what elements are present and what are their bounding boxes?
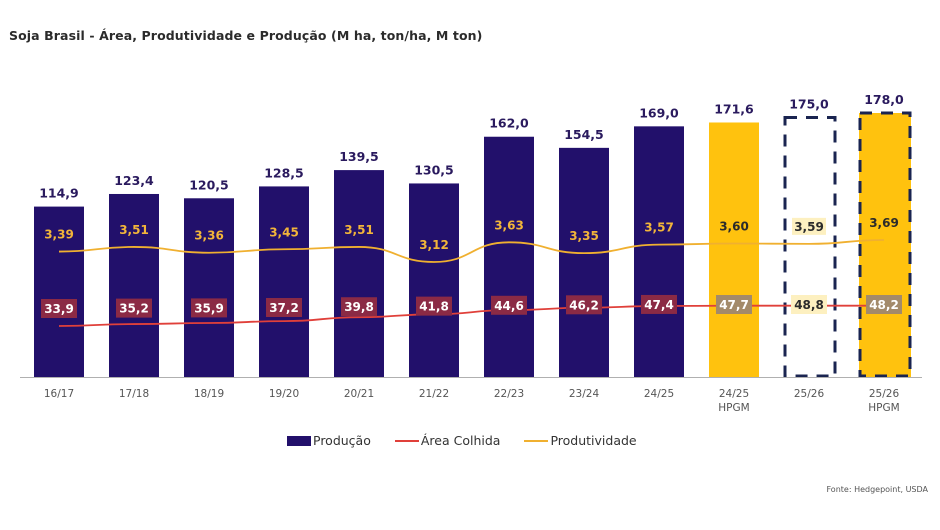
area-label-bg — [641, 294, 677, 314]
bar-producao-hpgm-border — [858, 111, 912, 378]
bar-producao — [184, 198, 234, 377]
legend-label-produtividade: Produtividade — [550, 433, 637, 448]
area-label-bg — [191, 298, 227, 318]
bar-producao — [34, 206, 84, 377]
x-tick-label: 20/21 — [344, 388, 374, 400]
legend-item-producao: Produção — [287, 433, 371, 448]
bar-producao — [409, 183, 459, 377]
area-label: 41,8 — [419, 300, 449, 314]
legend-item-produtividade: Produtividade — [524, 433, 637, 448]
area-label: 44,6 — [494, 299, 524, 313]
bar-value-label: 130,5 — [414, 162, 454, 177]
bar-producao-projection — [783, 115, 837, 378]
x-axis: 16/17 17/18 18/19 19/20 20/21 21/22 22/23 23/24… — [20, 377, 922, 414]
bar-value-label: 114,9 — [39, 186, 79, 201]
area-label-bg — [866, 295, 902, 314]
bar-value-label: 169,0 — [639, 105, 679, 120]
lines-layer — [58, 239, 885, 327]
area-label: 48,2 — [869, 298, 899, 312]
area-label-bg — [116, 298, 152, 318]
productivity-label: 3,63 — [494, 218, 524, 232]
area-label: 37,2 — [269, 301, 299, 315]
x-tick-label: 19/20 — [269, 388, 299, 400]
area-label-bg — [341, 297, 377, 317]
bar-producao — [334, 170, 384, 377]
bar-value-label: 175,0 — [789, 96, 829, 111]
bars-layer — [34, 111, 912, 378]
area-label: 48,8 — [794, 298, 824, 312]
bar-value-label: 162,0 — [489, 116, 529, 131]
x-tick-label: 16/17 — [44, 388, 74, 400]
x-tick-label: 18/19 — [194, 388, 224, 400]
bar-value-label: 120,5 — [189, 177, 229, 192]
bar-producao — [259, 186, 309, 377]
line-produtividade — [58, 239, 885, 263]
source-note: Fonte: Hedgepoint, USDA — [826, 485, 928, 494]
area-label-bg — [41, 299, 77, 318]
bar-producao — [484, 136, 534, 377]
bar-value-label: 128,5 — [264, 165, 304, 180]
productivity-label: 3,51 — [344, 223, 374, 237]
productivity-label: 3,39 — [44, 228, 74, 242]
area-label: 35,9 — [194, 301, 224, 315]
x-tick-label: 17/18 — [119, 388, 149, 400]
bar-producao — [109, 193, 159, 377]
area-label-bg — [716, 295, 752, 314]
area-label: 33,9 — [44, 302, 74, 316]
productivity-label: 3,69 — [869, 216, 899, 230]
bar-value-label: 154,5 — [564, 127, 604, 142]
legend-label-producao: Produção — [313, 433, 371, 448]
productivity-label-bg — [792, 217, 826, 235]
area-label: 35,2 — [119, 302, 149, 316]
bar-value-label: 178,0 — [864, 92, 904, 107]
productivity-label: 3,45 — [269, 225, 299, 239]
labels-layer: 114,9 123,4 120,5 128,5 139,5 130,5 162,0 154,5… — [39, 92, 904, 318]
bar-producao — [634, 126, 684, 377]
legend-item-area-colhida: Área Colhida — [394, 433, 501, 448]
x-tick-label: 25/26 — [869, 388, 900, 400]
x-tick-label: HPGM — [868, 402, 899, 414]
x-tick-label: 22/23 — [494, 388, 524, 400]
bar-value-label: 123,4 — [114, 173, 154, 188]
area-label-bg — [566, 295, 602, 315]
legend: Produção Área Colhida Produtividade — [287, 433, 661, 448]
legend-swatch-produtividade — [524, 439, 549, 442]
bar-producao — [559, 147, 609, 377]
area-label: 39,8 — [344, 300, 374, 314]
legend-swatch-area-colhida — [394, 439, 419, 442]
bar-value-label: 139,5 — [339, 149, 379, 164]
productivity-label: 3,12 — [419, 238, 449, 252]
area-label-bg — [791, 295, 827, 314]
area-label-bg — [416, 296, 452, 316]
x-tick-label: 23/24 — [569, 388, 600, 400]
productivity-label: 3,57 — [644, 221, 674, 235]
productivity-label: 3,35 — [569, 229, 599, 243]
productivity-label: 3,60 — [719, 219, 749, 233]
bar-value-label: 171,6 — [714, 101, 754, 116]
x-tick-label: 24/25 — [719, 388, 749, 400]
line-area-colhida — [58, 304, 884, 327]
area-label-bg — [491, 295, 527, 315]
productivity-label: 3,51 — [119, 223, 149, 237]
x-tick-label: 21/22 — [419, 388, 449, 400]
chart-title: Soja Brasil - Área, Produtividade e Prod… — [9, 28, 483, 43]
legend-swatch-producao — [287, 435, 311, 446]
legend-label-area-colhida: Área Colhida — [420, 433, 501, 448]
bar-producao-hpgm — [709, 122, 759, 378]
area-label: 47,7 — [719, 298, 749, 312]
x-tick-label: HPGM — [718, 402, 749, 414]
x-tick-label: 25/26 — [794, 388, 825, 400]
area-label: 47,4 — [644, 298, 674, 312]
bar-producao-hpgm-fill — [859, 113, 911, 377]
x-tick-label: 24/25 — [644, 388, 674, 400]
area-label-bg — [266, 298, 302, 318]
area-label: 46,2 — [569, 298, 599, 312]
productivity-label: 3,59 — [794, 220, 824, 234]
productivity-label: 3,36 — [194, 229, 224, 243]
